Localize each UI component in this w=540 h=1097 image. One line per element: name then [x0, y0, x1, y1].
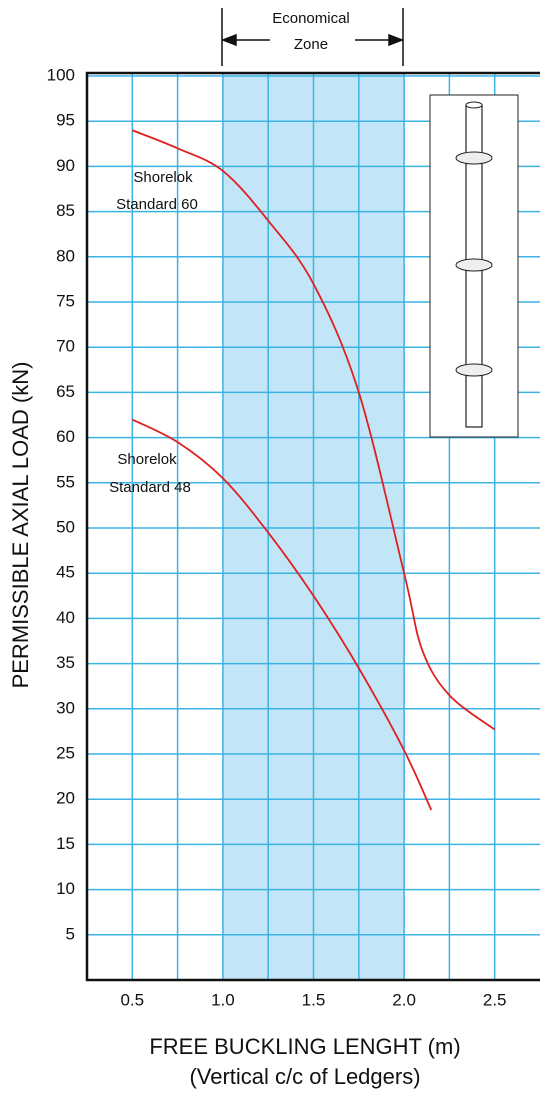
y-tick-label: 30	[56, 698, 75, 717]
line-series	[131, 418, 433, 811]
y-tick-label: 10	[56, 879, 75, 898]
y-tick-label: 75	[56, 291, 75, 310]
x-tick-label: 0.5	[120, 990, 144, 1009]
line-series	[131, 129, 496, 731]
y-tick-label: 90	[56, 156, 75, 175]
y-tick-label: 85	[56, 201, 75, 220]
zone-label: Economical	[272, 10, 350, 27]
y-tick-label: 70	[56, 337, 75, 356]
y-tick-label: 60	[56, 427, 75, 446]
x-axis-title: FREE BUCKLING LENGHT (m)	[149, 1034, 460, 1059]
x-tick-label: 1.5	[302, 990, 326, 1009]
x-tick-label: 2.5	[483, 990, 507, 1009]
y-tick-label: 25	[56, 743, 75, 762]
axis-frame	[85, 71, 540, 982]
x-axis-title: (Vertical c/c of Ledgers)	[189, 1064, 420, 1089]
y-tick-label: 95	[56, 111, 75, 130]
zone-label: Zone	[294, 36, 328, 53]
series-label: Shorelok	[133, 169, 193, 186]
series-label: Standard 60	[116, 196, 198, 213]
y-tick-label: 5	[66, 924, 75, 943]
y-tick-label: 50	[56, 517, 75, 536]
zone-arrows	[220, 8, 405, 66]
y-tick-label: 45	[56, 563, 75, 582]
y-tick-label: 65	[56, 382, 75, 401]
y-tick-label: 100	[47, 65, 75, 84]
y-tick-label: 55	[56, 472, 75, 491]
y-tick-label: 80	[56, 246, 75, 265]
x-tick-label: 1.0	[211, 990, 235, 1009]
series-label: Shorelok	[117, 451, 177, 468]
series-label: Standard 48	[109, 479, 191, 496]
y-tick-label: 20	[56, 789, 75, 808]
y-tick-label: 35	[56, 653, 75, 672]
y-tick-label: 15	[56, 834, 75, 853]
inset-illustration	[429, 94, 519, 438]
y-axis-title: PERMISSIBLE AXIAL LOAD (kN)	[8, 362, 33, 689]
y-tick-label: 40	[56, 608, 75, 627]
x-tick-label: 2.0	[392, 990, 416, 1009]
